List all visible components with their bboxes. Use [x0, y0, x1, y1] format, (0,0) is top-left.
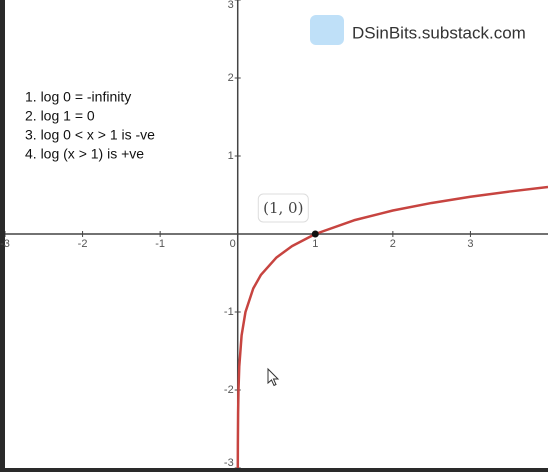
annotation: 3. log 0 < x > 1 is -ve	[25, 127, 155, 143]
cursor	[267, 367, 280, 387]
annotation: 2. log 1 = 0	[25, 108, 95, 124]
y-tick-label: -2	[224, 384, 234, 396]
annotation: 4. log (x > 1) is +ve	[25, 146, 144, 162]
x-tick-label: -2	[78, 238, 88, 250]
point-label-box	[257, 193, 309, 223]
y-tick-label: -3	[224, 457, 234, 469]
watermark: DSinBits.substack.com	[352, 23, 526, 42]
point-label: (1, 0)	[263, 199, 303, 217]
y-tick-label: -1	[224, 306, 234, 318]
x-tick-label: 1	[312, 238, 318, 250]
x-tick-label: 2	[390, 238, 396, 250]
annotation: 1. log 0 = -infinity	[25, 89, 131, 105]
x-tick-label: 3	[467, 238, 473, 250]
y-tick-label: 2	[228, 72, 234, 84]
y-tick-label: 3	[228, 0, 234, 11]
x-tick-label: -3	[0, 238, 10, 250]
x-tick-label: 0	[230, 238, 236, 250]
curve	[236, 185, 548, 468]
x-tick-label: -1	[155, 238, 165, 250]
logo-icon	[310, 15, 344, 45]
point	[311, 230, 319, 238]
y-tick-label: 1	[228, 150, 234, 162]
